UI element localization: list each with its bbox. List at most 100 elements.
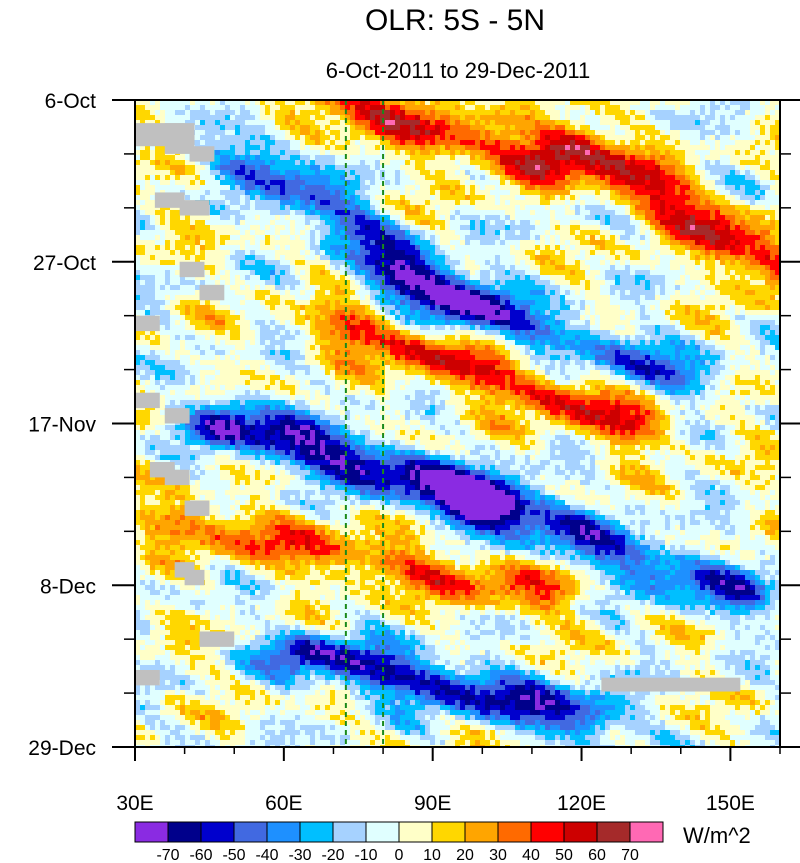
heatmap-cell — [615, 250, 621, 256]
heatmap-cell — [475, 225, 481, 231]
heatmap-cell — [485, 225, 491, 231]
heatmap-cell — [570, 250, 576, 256]
heatmap-cell — [490, 110, 496, 116]
heatmap-cell — [690, 100, 696, 106]
heatmap-cell — [720, 115, 726, 121]
heatmap-cell — [530, 275, 536, 281]
heatmap-cell — [345, 110, 351, 116]
heatmap-cell — [155, 290, 161, 296]
heatmap-cell — [740, 180, 746, 186]
heatmap-cell — [155, 270, 161, 276]
heatmap-cell — [350, 285, 356, 291]
heatmap-cell — [665, 135, 671, 141]
heatmap-cell — [500, 285, 506, 291]
heatmap-cell — [555, 110, 561, 116]
heatmap-cell — [510, 250, 516, 256]
heatmap-cell — [670, 150, 676, 156]
heatmap-cell — [415, 135, 421, 141]
heatmap-cell — [525, 115, 531, 121]
heatmap-cell — [765, 160, 771, 166]
heatmap-cell — [440, 235, 446, 241]
heatmap-cell — [595, 175, 601, 181]
heatmap-cell — [495, 285, 501, 291]
heatmap-cell — [265, 160, 271, 166]
heatmap-cell — [755, 100, 761, 106]
heatmap-cell — [705, 125, 711, 131]
heatmap-cell — [675, 180, 681, 186]
heatmap-cell — [255, 125, 261, 131]
heatmap-cell — [550, 160, 556, 166]
heatmap-cell — [135, 150, 141, 156]
heatmap-cell — [770, 215, 776, 221]
heatmap-cell — [505, 165, 511, 171]
heatmap-cell — [490, 120, 496, 126]
heatmap-cell — [290, 240, 296, 246]
heatmap-cell — [180, 100, 186, 106]
heatmap-cell — [400, 270, 406, 276]
heatmap-cell — [520, 285, 526, 291]
heatmap-cell — [715, 190, 721, 196]
heatmap-cell — [685, 270, 691, 276]
heatmap-cell — [285, 115, 291, 121]
heatmap-cell — [675, 225, 681, 231]
heatmap-cell — [480, 185, 486, 191]
heatmap-cell — [365, 255, 371, 261]
heatmap-cell — [710, 130, 716, 136]
heatmap-cell — [545, 110, 551, 116]
heatmap-cell — [705, 220, 711, 226]
heatmap-cell — [330, 120, 336, 126]
heatmap-cell — [640, 185, 646, 191]
heatmap-cell — [605, 105, 611, 111]
heatmap-cell — [270, 165, 276, 171]
heatmap-cell — [565, 260, 571, 266]
heatmap-cell — [530, 200, 536, 206]
heatmap-cell — [390, 280, 396, 286]
heatmap-cell — [530, 145, 536, 151]
heatmap-cell — [345, 190, 351, 196]
heatmap-cell — [355, 220, 361, 226]
heatmap-cell — [455, 170, 461, 176]
heatmap-cell — [600, 105, 606, 111]
heatmap-cell — [450, 155, 456, 161]
heatmap-cell — [730, 245, 736, 251]
heatmap-cell — [410, 190, 416, 196]
heatmap-cell — [140, 220, 146, 226]
heatmap-cell — [740, 240, 746, 246]
heatmap-cell — [740, 135, 746, 141]
heatmap-cell — [570, 210, 576, 216]
heatmap-cell — [205, 100, 211, 106]
heatmap-cell — [225, 245, 231, 251]
heatmap-cell — [520, 180, 526, 186]
heatmap-cell — [295, 265, 301, 271]
heatmap-cell — [620, 265, 626, 271]
heatmap-cell — [720, 170, 726, 176]
heatmap-cell — [245, 255, 251, 261]
heatmap-cell — [280, 180, 286, 186]
heatmap-cell — [260, 200, 266, 206]
heatmap-cell — [715, 115, 721, 121]
heatmap-cell — [775, 220, 780, 226]
heatmap-cell — [375, 245, 381, 251]
heatmap-cell — [170, 235, 176, 241]
heatmap-cell — [625, 240, 631, 246]
heatmap-cell — [350, 115, 356, 121]
heatmap-cell — [545, 135, 551, 141]
heatmap-cell — [295, 145, 301, 151]
heatmap-cell — [200, 185, 206, 191]
heatmap-cell — [515, 110, 521, 116]
heatmap-cell — [510, 215, 516, 221]
heatmap-cell — [180, 245, 186, 251]
heatmap-cell — [685, 255, 691, 261]
heatmap-cell — [370, 110, 376, 116]
heatmap-cell — [575, 195, 581, 201]
heatmap-cell — [470, 125, 476, 131]
heatmap-cell — [190, 105, 196, 111]
heatmap-cell — [490, 180, 496, 186]
heatmap-cell — [255, 110, 261, 116]
heatmap-cell — [560, 165, 566, 171]
heatmap-cell — [730, 205, 736, 211]
heatmap-cell — [420, 220, 426, 226]
heatmap-cell — [660, 190, 666, 196]
heatmap-cell — [185, 155, 191, 161]
heatmap-cell — [295, 195, 301, 201]
